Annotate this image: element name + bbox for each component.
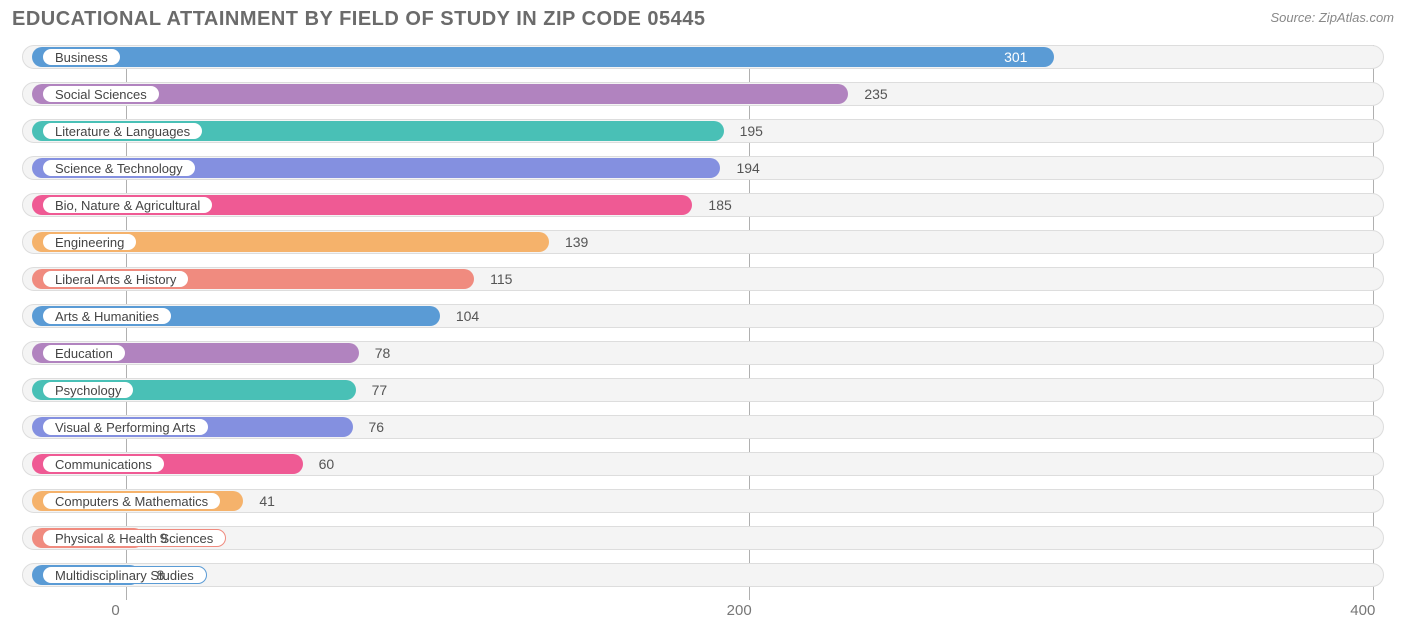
category-label: Communications: [42, 455, 165, 473]
category-label: Literature & Languages: [42, 122, 203, 140]
category-label: Liberal Arts & History: [42, 270, 189, 288]
bar: [32, 47, 1054, 67]
value-label: 78: [375, 345, 391, 361]
value-label: 60: [319, 456, 335, 472]
category-label: Education: [42, 344, 126, 362]
value-label: 185: [708, 197, 731, 213]
bar-row: Arts & Humanities 104: [12, 300, 1394, 333]
value-label: 9: [160, 530, 168, 546]
bar-row: Science & Technology 194: [12, 152, 1394, 185]
category-label: Visual & Performing Arts: [42, 418, 209, 436]
category-label: Multidisciplinary Studies: [42, 566, 207, 584]
x-tick: 200: [727, 602, 752, 619]
chart-header: EDUCATIONAL ATTAINMENT BY FIELD OF STUDY…: [12, 8, 1394, 31]
bar-row: Multidisciplinary Studies8: [12, 559, 1394, 592]
category-label: Psychology: [42, 381, 134, 399]
value-label: 301: [1004, 49, 1027, 65]
bar-row: Engineering 139: [12, 226, 1394, 259]
bar-row: Social Sciences 235: [12, 78, 1394, 111]
bar-row: Literature & Languages 195: [12, 115, 1394, 148]
value-label: 77: [372, 382, 388, 398]
bar-row: Psychology 77: [12, 374, 1394, 407]
category-label: Business: [42, 48, 121, 66]
x-tick: 400: [1350, 602, 1375, 619]
chart-title: EDUCATIONAL ATTAINMENT BY FIELD OF STUDY…: [12, 8, 706, 31]
x-tick: 0: [111, 602, 119, 619]
chart-source: Source: ZipAtlas.com: [1270, 10, 1394, 25]
x-axis: 0 200 400: [12, 596, 1394, 626]
value-label: 76: [369, 419, 385, 435]
value-label: 115: [490, 271, 512, 287]
bar-row: Visual & Performing Arts 76: [12, 411, 1394, 444]
bar-row: Computers & Mathematics 41: [12, 485, 1394, 518]
category-label: Arts & Humanities: [42, 307, 172, 325]
category-label: Computers & Mathematics: [42, 492, 221, 510]
category-label: Physical & Health Sciences: [42, 529, 226, 547]
bar-row: Liberal Arts & History 115: [12, 263, 1394, 296]
value-label: 194: [736, 160, 759, 176]
value-label: 235: [864, 86, 887, 102]
category-label: Bio, Nature & Agricultural: [42, 196, 213, 214]
bar-row: Education 78: [12, 337, 1394, 370]
category-label: Engineering: [42, 233, 137, 251]
bar-track: [22, 526, 1384, 550]
bar-row: Physical & Health Sciences9: [12, 522, 1394, 555]
category-label: Social Sciences: [42, 85, 160, 103]
bar-row: Bio, Nature & Agricultural 185: [12, 189, 1394, 222]
bar-chart: Business 301 Social Sciences 235 Literature …: [12, 41, 1394, 626]
value-label: 195: [740, 123, 763, 139]
bar-track: [22, 563, 1384, 587]
bar-row: Communications 60: [12, 448, 1394, 481]
value-label: 8: [156, 567, 164, 583]
category-label: Science & Technology: [42, 159, 196, 177]
value-label: 139: [565, 234, 588, 250]
value-label: 104: [456, 308, 479, 324]
bar-row: Business 301: [12, 41, 1394, 74]
value-label: 41: [259, 493, 275, 509]
